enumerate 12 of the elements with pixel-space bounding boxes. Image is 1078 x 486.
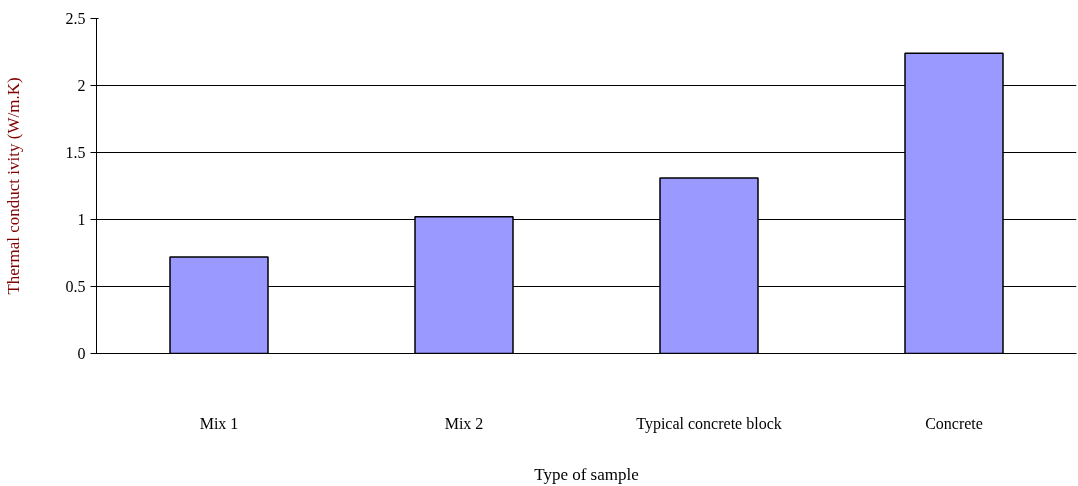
x-tick-label: Mix 1 [199,414,239,432]
y-tick-label: 1.5 [65,144,86,161]
y-tick-label: 0.5 [65,278,86,295]
y-tick-label: 2 [77,77,86,94]
x-tick-label: Typical concrete block [636,414,782,433]
x-axis-title: Type of sample [534,464,639,484]
y-tick-label: 2.5 [65,10,86,27]
x-tick-label: Mix 2 [444,414,484,432]
y-tick-label: 1 [77,211,86,228]
y-tick-label: 0 [77,345,86,362]
y-axis-title: Thermal conduct ivity (W/m.K) [3,77,23,295]
x-tick-label: Concrete [925,414,983,432]
